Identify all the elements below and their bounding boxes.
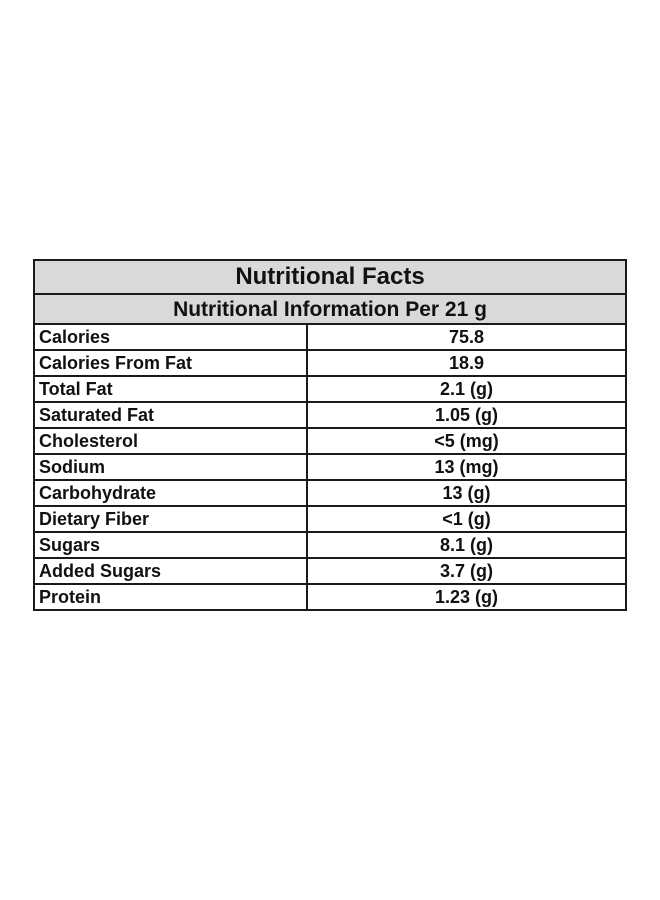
nutrient-label: Carbohydrate xyxy=(33,479,308,507)
nutrient-value: 1.05 (g) xyxy=(306,401,627,429)
table-row: Calories From Fat 18.9 xyxy=(33,349,627,377)
nutrient-label: Dietary Fiber xyxy=(33,505,308,533)
table-row: Sodium 13 (mg) xyxy=(33,453,627,481)
nutrient-label: Cholesterol xyxy=(33,427,308,455)
nutrient-value: 13 (mg) xyxy=(306,453,627,481)
nutrient-label: Saturated Fat xyxy=(33,401,308,429)
nutrient-value: 75.8 xyxy=(306,323,627,351)
nutrient-value: 3.7 (g) xyxy=(306,557,627,585)
table-title: Nutritional Facts xyxy=(33,259,627,295)
nutrient-value: <1 (g) xyxy=(306,505,627,533)
table-row: Carbohydrate 13 (g) xyxy=(33,479,627,507)
nutrient-value: 8.1 (g) xyxy=(306,531,627,559)
nutrient-label: Added Sugars xyxy=(33,557,308,585)
nutrient-label: Protein xyxy=(33,583,308,611)
table-row: Saturated Fat 1.05 (g) xyxy=(33,401,627,429)
title-row: Nutritional Facts xyxy=(33,259,627,295)
nutrient-label: Sodium xyxy=(33,453,308,481)
table-row: Protein 1.23 (g) xyxy=(33,583,627,611)
nutrient-value: 13 (g) xyxy=(306,479,627,507)
table-row: Dietary Fiber <1 (g) xyxy=(33,505,627,533)
nutrient-label: Calories xyxy=(33,323,308,351)
table-row: Calories 75.8 xyxy=(33,323,627,351)
nutrient-value: 18.9 xyxy=(306,349,627,377)
table-subtitle: Nutritional Information Per 21 g xyxy=(33,293,627,325)
table-row: Sugars 8.1 (g) xyxy=(33,531,627,559)
nutrient-label: Total Fat xyxy=(33,375,308,403)
nutrition-facts-table: Nutritional Facts Nutritional Informatio… xyxy=(33,259,627,611)
subtitle-row: Nutritional Information Per 21 g xyxy=(33,293,627,325)
table-row: Total Fat 2.1 (g) xyxy=(33,375,627,403)
nutrient-label: Sugars xyxy=(33,531,308,559)
nutrient-value: 1.23 (g) xyxy=(306,583,627,611)
nutrient-value: <5 (mg) xyxy=(306,427,627,455)
table-row: Added Sugars 3.7 (g) xyxy=(33,557,627,585)
table-row: Cholesterol <5 (mg) xyxy=(33,427,627,455)
nutrient-label: Calories From Fat xyxy=(33,349,308,377)
nutrient-value: 2.1 (g) xyxy=(306,375,627,403)
